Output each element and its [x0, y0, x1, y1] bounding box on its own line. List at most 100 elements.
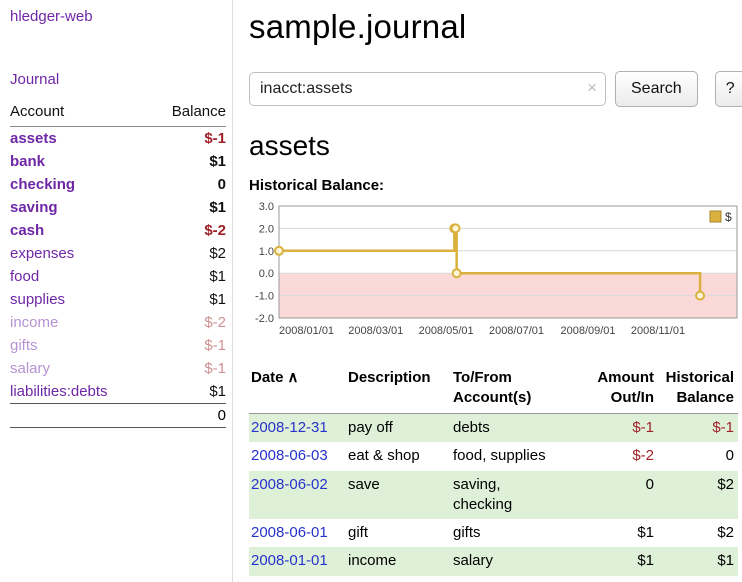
date-link[interactable]: 2008-06-01 [251, 524, 328, 541]
page-title: sample.journal [249, 8, 467, 45]
account-link[interactable]: cash [10, 222, 45, 239]
description-cell: pay off [348, 419, 393, 436]
account-balance: $1 [209, 199, 226, 216]
accounts-total-value: 0 [148, 403, 226, 428]
amount-cell: $-2 [632, 447, 654, 465]
accounts-line: gifts [453, 524, 481, 541]
account-name-cell: gifts [10, 334, 149, 357]
account-link[interactable]: income [10, 314, 59, 331]
date-cell: 2008-01-01 [249, 547, 346, 575]
accounts-cell: debts [451, 414, 582, 443]
register-header-line: Balance [676, 388, 734, 406]
date-link[interactable]: 2008-01-01 [251, 552, 328, 570]
search-help-button[interactable]: ? [714, 71, 742, 107]
search-form: × Search ? [249, 71, 742, 107]
account-name-cell: salary [10, 357, 149, 380]
account-link[interactable]: food [10, 268, 40, 285]
account-row: checking 0 [10, 173, 226, 196]
accounts-header-balance: Balance [171, 103, 226, 120]
clear-search-icon[interactable]: × [587, 78, 597, 97]
account-link[interactable]: checking [10, 176, 76, 193]
main-content: sample.journal × Search ? assets Histori… [233, 0, 742, 582]
account-row: liabilities:debts $1 [10, 380, 226, 404]
amount-cell: $-1 [632, 419, 654, 436]
sidebar: hledger-web Journal Account Balance asse… [0, 0, 233, 582]
account-row: salary $-1 [10, 357, 226, 380]
register-column-header: Historical Balance [658, 366, 738, 414]
account-link[interactable]: expenses [10, 245, 75, 262]
plot-border [278, 205, 738, 319]
date-link[interactable]: 2008-06-02 [251, 475, 328, 493]
x-tick-label: 2008/11/01 [631, 325, 685, 337]
account-name-cell: checking [10, 173, 149, 196]
account-row: cash $-2 [10, 219, 226, 242]
account-name-cell: liabilities:debts [10, 380, 149, 404]
account-balance: $1 [209, 383, 226, 400]
search-button[interactable]: Search [615, 71, 698, 107]
account-balance: $-2 [204, 222, 226, 239]
account-row: gifts $-1 [10, 334, 226, 357]
accounts-line: food, supplies [453, 447, 546, 465]
balance-cell: $2 [717, 475, 734, 493]
account-link[interactable]: gifts [10, 337, 38, 354]
sort-ascending-icon[interactable]: ∧ [287, 369, 299, 386]
journal-link[interactable]: Journal [10, 71, 60, 88]
account-link[interactable]: supplies [10, 291, 66, 308]
account-balance: $1 [209, 291, 226, 308]
account-name-cell: supplies [10, 288, 149, 311]
chart-container: 3.0 2.0 1.0 0.0 -1.0 -2.0 2008/01/01 2008/03/01… [249, 199, 742, 354]
account-balance: $-1 [204, 360, 226, 377]
account-name-cell: cash [10, 219, 149, 242]
account-name-cell: assets [10, 127, 149, 151]
account-balance: $-1 [204, 130, 226, 147]
account-balance: $1 [209, 268, 226, 285]
register-row: 2008-06-02 save saving, checking 0 $2 [249, 470, 738, 519]
date-cell: 2008-12-31 [249, 414, 346, 443]
account-name-cell: expenses [10, 242, 149, 265]
accounts-line: salary [453, 552, 494, 570]
data-point-marker [451, 268, 462, 279]
account-link[interactable]: bank [10, 153, 46, 170]
balance-cell: $-1 [712, 419, 734, 436]
register-header-line: Description [348, 369, 431, 386]
date-link[interactable]: 2008-06-03 [251, 447, 328, 465]
register-row: 2008-06-03 eat & shop food, supplies $-2 0 [249, 442, 738, 470]
chart-title: Historical Balance: [249, 177, 385, 194]
accounts-cell: salary [451, 547, 582, 575]
app-title-link[interactable]: hledger-web [10, 8, 93, 25]
search-input[interactable] [249, 72, 606, 106]
account-link[interactable]: assets [10, 130, 57, 147]
balance-cell: $2 [717, 524, 734, 541]
account-link[interactable]: liabilities:debts [10, 383, 108, 400]
register-row: 2008-01-01 income salary $1 $1 [249, 547, 738, 576]
x-tick-label: 2008/09/01 [560, 325, 615, 337]
account-link[interactable]: saving [10, 199, 58, 216]
y-tick-label: -2.0 [255, 313, 274, 325]
account-balance: $-1 [204, 337, 226, 354]
x-tick-label: 2008/05/01 [419, 325, 474, 337]
account-link[interactable]: salary [10, 360, 51, 377]
accounts-header-account: Account [10, 103, 65, 120]
register-header-line: Date ∧ [251, 369, 299, 386]
account-balance: 0 [217, 176, 226, 193]
register-column-header: Description [346, 366, 451, 414]
register-column-header: Amount Out/In [582, 366, 658, 414]
date-link[interactable]: 2008-12-31 [251, 419, 328, 436]
description-cell: gift [348, 524, 369, 541]
y-tick-label: 1.0 [259, 246, 274, 258]
account-row: bank $1 [10, 150, 226, 173]
accounts-total-row: 0 [10, 403, 226, 428]
amount-cell: $1 [637, 552, 654, 570]
date-cell: 2008-06-03 [249, 442, 346, 470]
x-tick-label: 2008/01/01 [279, 325, 334, 337]
x-tick-label: 2008/07/01 [489, 325, 544, 337]
account-row: supplies $1 [10, 288, 226, 311]
accounts-cell: food, supplies [451, 442, 582, 470]
search-box: × [249, 72, 606, 106]
y-tick-label: -1.0 [255, 291, 274, 303]
register-header-line: To/From [453, 369, 512, 386]
register-header-line: Account(s) [453, 388, 532, 406]
register-column-header: To/From Account(s) [451, 366, 582, 414]
accounts-line: saving, [453, 475, 501, 493]
